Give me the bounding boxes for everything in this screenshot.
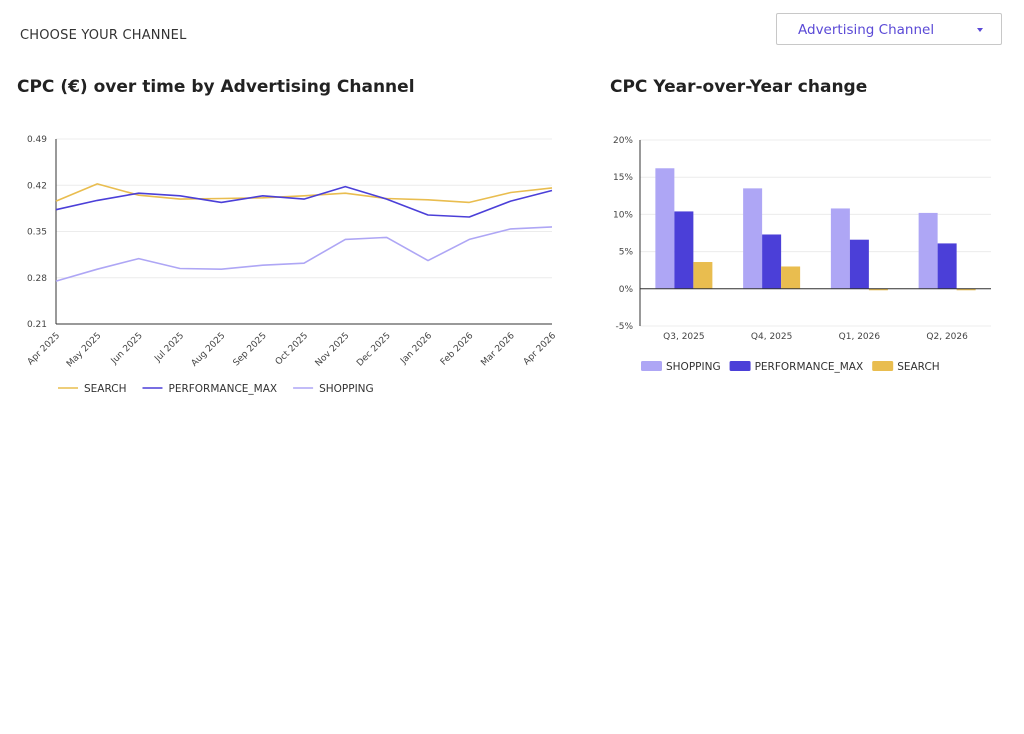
y-tick-label: 10% [613,210,633,220]
x-tick-label: Q2, 2026 [926,332,968,342]
bar-chart-title: CPC Year-over-Year change [610,77,868,97]
x-tick-label: Q1, 2026 [839,332,881,342]
bar-performance-max [674,211,694,289]
x-tick-label: Dec 2025 [355,331,393,369]
x-tick-label: Aug 2025 [190,331,228,369]
x-tick-label: Nov 2025 [314,331,352,369]
bar-search [956,288,976,291]
x-tick-label: Apr 2026 [522,331,558,367]
series-line-performance-max [55,185,553,218]
y-tick-label: 0% [619,285,634,295]
x-tick-label: Mar 2026 [479,331,516,368]
y-tick-label: 0.42 [27,181,47,191]
legend-swatch-shopping [641,361,662,371]
legend-swatch-performance-max [729,361,751,371]
bar-shopping [655,168,675,289]
bar-search [781,266,801,289]
channel-dropdown-value: Advertising Channel [798,22,935,38]
y-tick-label: 0.35 [27,228,47,238]
x-tick-label: Jun 2025 [109,331,145,367]
x-tick-label: Jul 2025 [152,331,186,365]
bar-shopping [743,188,763,289]
legend-label-shopping: SHOPPING [666,361,721,373]
series-line-search [55,183,553,204]
bar-chart: 20% 15% 10% 5% 0% -5% Q3, 2025 Q4, 2025 Q1, 2026… [613,136,991,373]
legend-label-shopping: SHOPPING [319,383,374,395]
bar-performance-max [762,234,782,289]
bar-shopping [918,212,938,289]
legend-label-search: SEARCH [897,361,939,373]
x-tick-label: Feb 2026 [439,331,476,368]
series-line-shopping [55,226,553,282]
y-tick-label: 0.21 [27,320,47,330]
y-tick-label: 5% [619,248,634,258]
y-tick-label: 20% [613,136,633,146]
bar-search [693,262,713,289]
x-tick-label: Q4, 2025 [751,332,792,342]
x-tick-label: Jan 2026 [398,331,434,367]
x-tick-label: Q3, 2025 [663,332,704,342]
y-tick-label: 15% [613,173,633,183]
legend-label-performance-max: PERFORMANCE_MAX [168,383,277,395]
y-tick-label: 0.28 [27,274,47,284]
y-tick-label: -5% [615,322,633,332]
bar-performance-max [849,239,869,289]
legend-swatch-search [872,361,894,371]
y-tick-label: 0.49 [27,135,47,145]
legend-label-search: SEARCH [84,383,126,395]
x-tick-label: Sep 2025 [231,331,268,368]
x-tick-label: Apr 2025 [26,331,62,367]
legend-label-performance-max: PERFORMANCE_MAX [755,361,864,373]
x-tick-label: Oct 2025 [274,331,310,367]
bar-performance-max [937,243,957,289]
chevron-down-icon [977,28,983,32]
x-tick-label: May 2025 [65,331,103,369]
bar-search [868,288,888,291]
channel-dropdown[interactable]: Advertising Channel [776,13,1002,45]
line-chart-title: CPC (€) over time by Advertising Channel [17,77,415,97]
bar-shopping [830,208,850,289]
filter-label: CHOOSE YOUR CHANNEL [20,28,187,43]
